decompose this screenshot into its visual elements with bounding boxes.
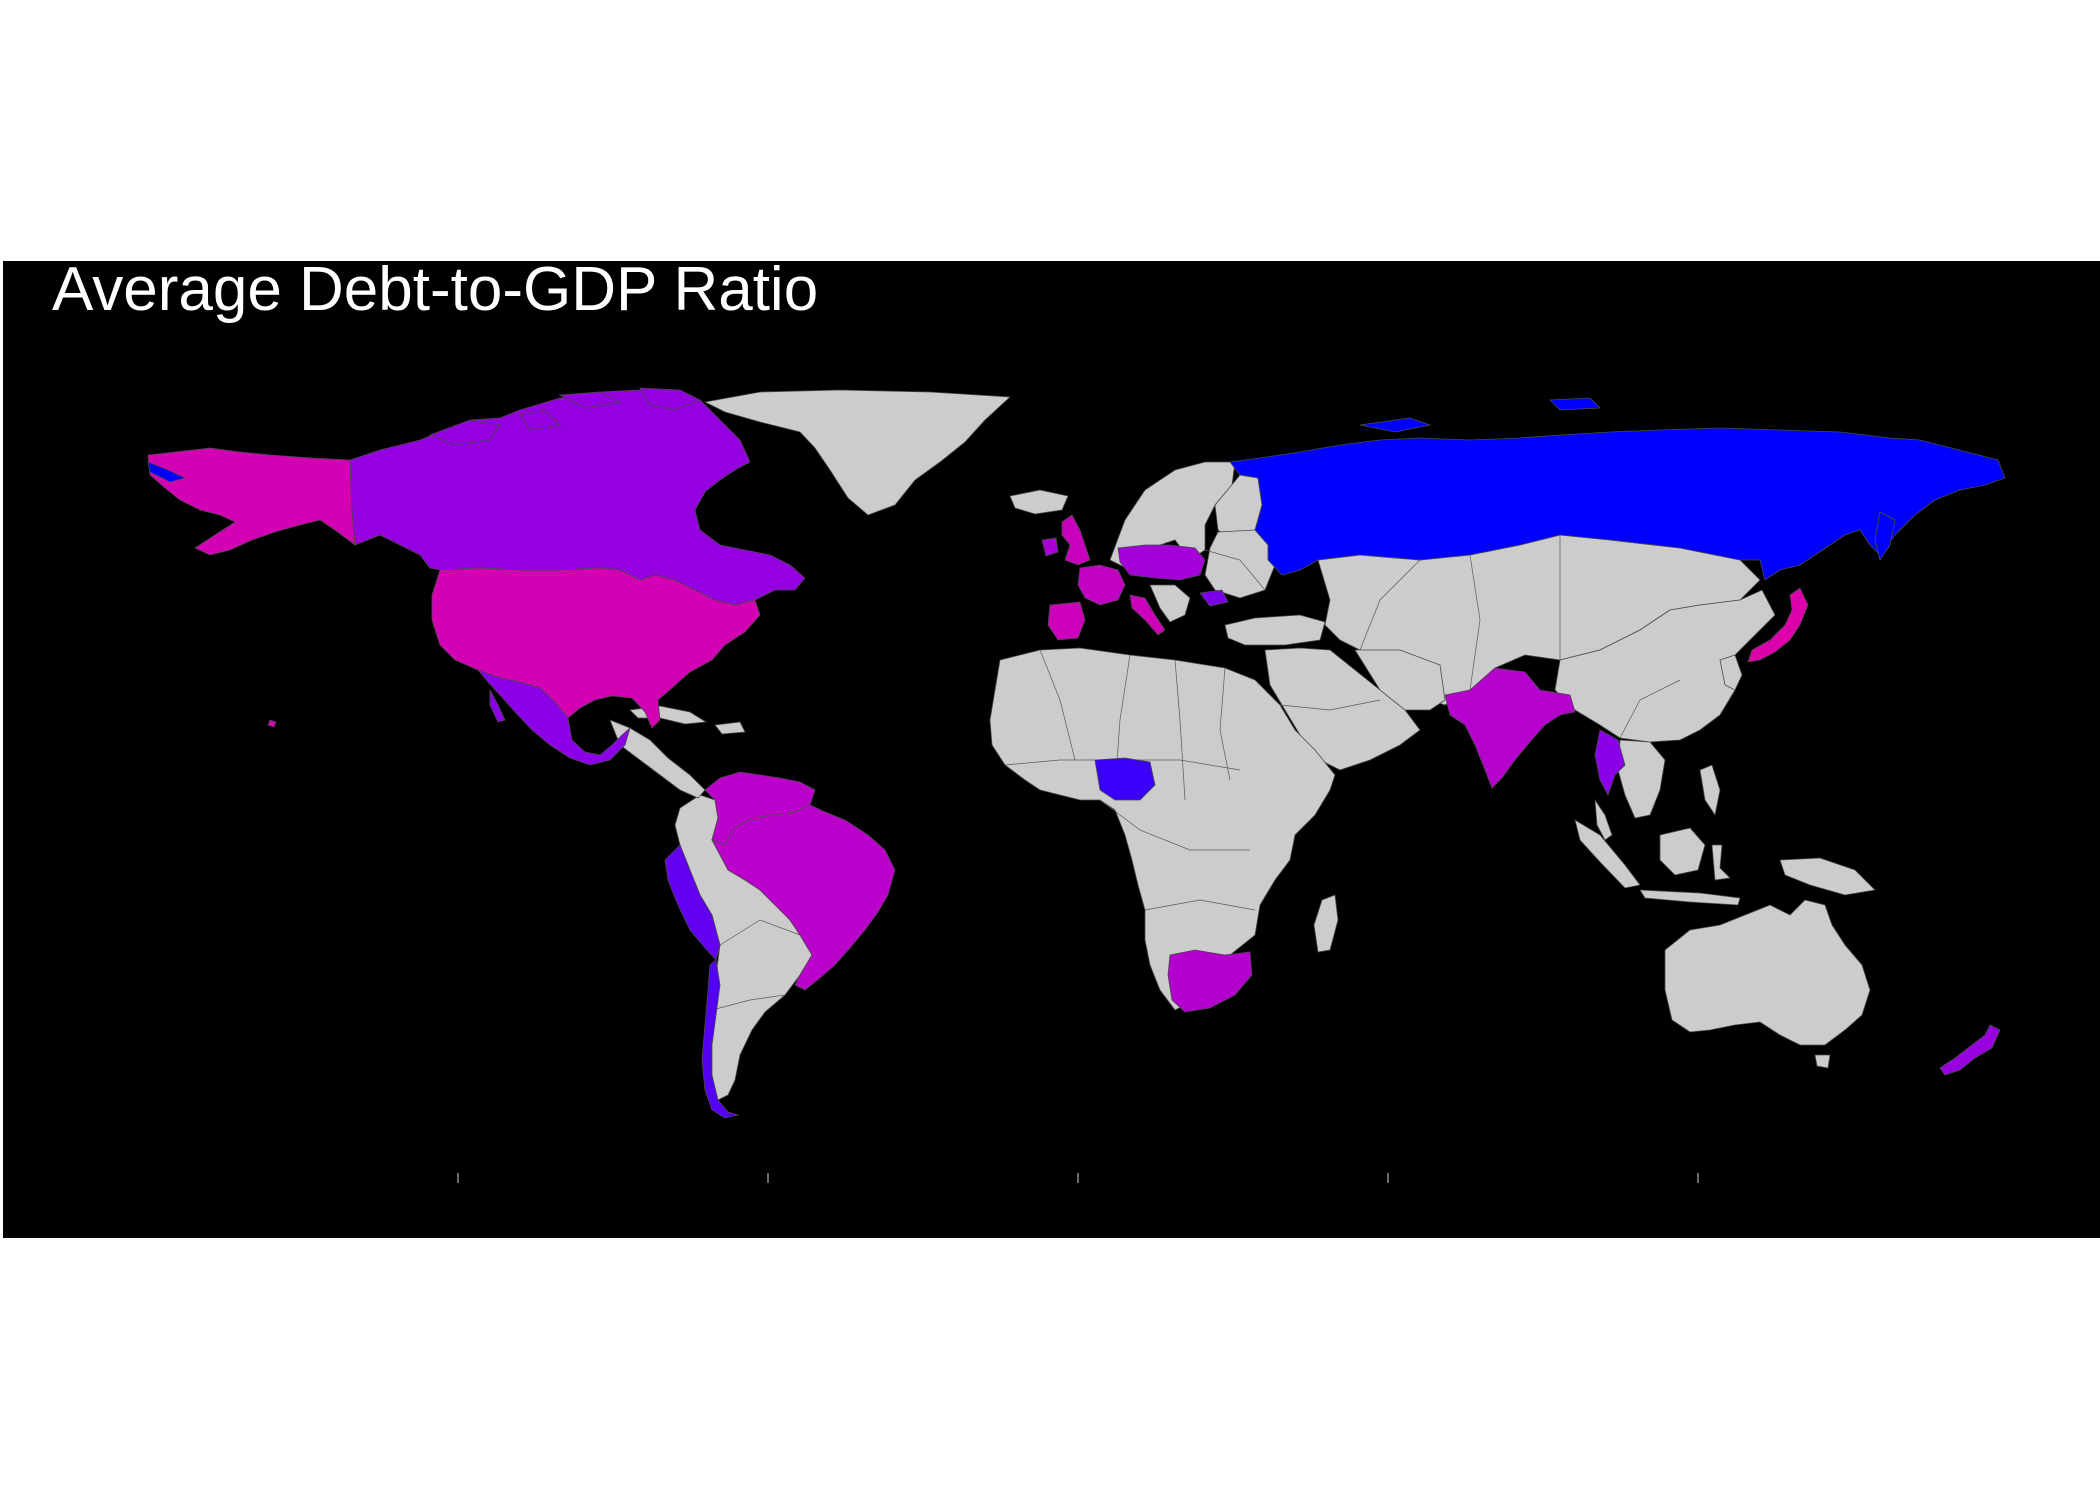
country-uk [1061, 514, 1091, 566]
tasmania [1814, 1054, 1831, 1069]
malay [1594, 798, 1613, 841]
country-india [1444, 667, 1576, 789]
country-south-africa [1167, 949, 1253, 1013]
country-hawaii [267, 719, 277, 728]
iran [1354, 649, 1446, 711]
country-thailand [1594, 729, 1626, 796]
country-chile [701, 959, 740, 1119]
madagascar [1313, 894, 1339, 953]
country-italy [1129, 594, 1166, 636]
korea [1719, 654, 1743, 691]
sumatra [1574, 819, 1641, 889]
borneo [1659, 827, 1706, 876]
country-russia [1229, 427, 2006, 581]
java [1639, 889, 1741, 906]
country-france [1077, 564, 1126, 606]
map-title: Average Debt-to-GDP Ratio [52, 255, 819, 324]
country-borders [711, 535, 1681, 1011]
new-guinea [1779, 857, 1876, 896]
country-russia-islands [1359, 397, 1896, 561]
australia [1664, 899, 1871, 1046]
country-mexico [476, 669, 631, 766]
country-brazil [711, 804, 896, 991]
central-america [609, 719, 706, 799]
x-axis-ticks [457, 1173, 1699, 1183]
country-japan [1747, 587, 1809, 663]
turkey [1224, 614, 1326, 646]
country-new-zealand [1939, 1024, 2001, 1076]
country-peru [664, 844, 721, 961]
greenland [703, 389, 1011, 516]
country-alaska [147, 447, 356, 556]
country-ireland [1041, 537, 1059, 557]
country-canada-arctic [428, 387, 701, 446]
country-nigeria [1094, 757, 1156, 801]
sulawesi [1711, 844, 1731, 881]
hispaniola [714, 721, 746, 735]
philippines [1699, 764, 1721, 817]
indochina [1617, 739, 1666, 819]
country-bulgaria [1199, 589, 1229, 607]
country-iberia [1047, 601, 1086, 641]
balkans [1149, 584, 1191, 623]
country-germany-poland [1117, 544, 1206, 581]
iceland [1009, 489, 1069, 515]
country-aleutians [147, 461, 187, 483]
